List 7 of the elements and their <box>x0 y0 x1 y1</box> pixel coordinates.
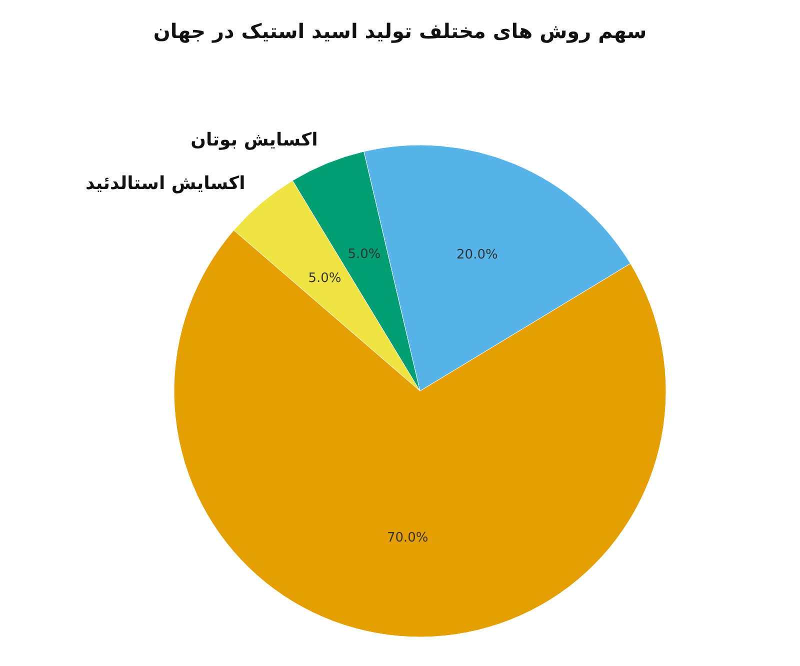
data-label: 5.0% <box>308 270 342 286</box>
chart-title: سهم روش های مختلف تولید اسید استیک در جهان <box>153 19 647 43</box>
data-label: 70.0% <box>386 530 428 546</box>
slice-label: اکسایش استالدئید <box>86 173 246 194</box>
data-label: 20.0% <box>456 247 498 262</box>
slice-label: اکسایش بوتان <box>190 129 318 150</box>
data-label: 5.0% <box>348 246 381 262</box>
